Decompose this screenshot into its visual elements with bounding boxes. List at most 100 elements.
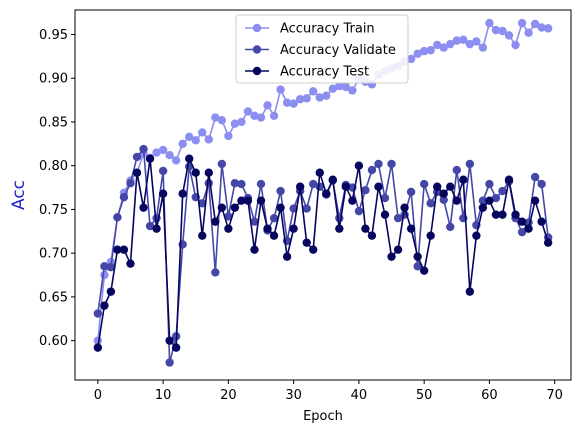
data-point [158,189,168,198]
data-point [113,245,122,254]
data-point [309,87,318,96]
x-tick-label: 10 [155,388,172,403]
data-point [419,266,429,275]
data-point [250,111,259,121]
data-point [165,151,174,160]
data-point [485,18,494,28]
data-point [132,168,142,177]
y-tick-label: 0.85 [39,115,68,130]
data-point [256,179,266,189]
y-tick-label: 0.90 [39,72,68,87]
data-point [472,231,481,240]
data-point [413,252,422,261]
data-point [380,210,390,219]
data-point [230,203,240,212]
data-point [517,227,527,237]
data-point [152,224,161,233]
data-point [361,224,370,233]
data-point [406,54,416,64]
x-tick-label: 40 [351,388,368,403]
data-point [491,210,501,219]
data-point [511,40,520,50]
data-point [367,165,377,175]
data-point [178,189,187,198]
data-point [185,154,194,163]
x-axis-label: Epoch [303,409,343,424]
data-point [152,148,161,157]
data-point [433,40,442,50]
data-point [276,203,285,212]
y-axis-label: Acc [9,180,29,210]
data-point [250,217,259,226]
data-point [243,196,253,205]
data-point [256,196,266,205]
y-tick-label: 0.65 [39,290,68,305]
data-point [465,287,475,296]
data-point [504,31,514,40]
legend-item: Accuracy Test [245,65,369,80]
data-point [276,85,285,94]
data-point [113,213,122,222]
data-point [217,116,227,125]
data-point [198,199,207,208]
data-point [309,245,318,254]
data-point [158,166,168,176]
data-point [217,159,227,169]
legend: Accuracy Train Accuracy Validate Accuracy … [235,14,409,84]
data-point [302,94,311,103]
x-tick-label: 20 [220,388,237,403]
data-point [511,210,520,219]
data-point [106,262,116,272]
data-point [485,179,494,189]
data-point [341,82,351,92]
y-tick-label: 0.60 [39,334,68,349]
data-point [256,113,266,122]
data-point [322,189,331,198]
data-point [419,46,429,56]
data-point [452,196,461,205]
data-point [419,179,429,189]
data-point [380,193,390,203]
y-tick-label: 0.70 [39,247,68,262]
data-point [543,238,553,247]
data-point [126,178,135,188]
series-line [97,157,549,349]
data-point [367,231,377,240]
data-point [406,224,416,233]
data-point [478,203,488,212]
data-point [322,91,331,100]
data-point [537,179,546,189]
data-point [282,98,292,107]
y-axis: 0.60 0.65 0.70 0.75 0.80 0.85 0.90 0.95 [39,28,75,349]
legend-label: Accuracy Train [280,22,375,37]
data-point [171,156,181,165]
data-point [276,186,285,196]
legend-marker [252,66,262,76]
data-point [439,43,448,52]
data-point [328,175,337,184]
data-point [498,186,507,196]
data-point [224,131,233,141]
data-point [204,168,213,177]
data-point [211,217,220,226]
series-accuracy-validate [93,144,553,367]
data-point [165,336,174,345]
data-point [100,301,109,310]
series-layer [93,18,553,367]
data-point [204,135,213,144]
data-point [426,199,435,208]
data-point [328,84,337,93]
data-point [465,159,475,169]
data-point [198,231,207,240]
data-point [309,179,318,189]
legend-marker [252,23,262,33]
data-point [335,213,344,223]
data-point [452,165,461,175]
legend-label: Accuracy Validate [280,43,396,58]
data-point [119,245,129,254]
data-point [230,178,240,188]
x-axis: 0 10 20 30 40 50 60 70 [94,380,563,403]
data-point [354,206,364,216]
data-point [237,117,246,127]
